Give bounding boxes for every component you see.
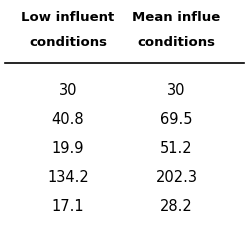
Text: conditions: conditions [137, 36, 215, 49]
Text: 30: 30 [59, 83, 77, 98]
Text: 134.2: 134.2 [47, 170, 89, 185]
Text: 202.3: 202.3 [155, 170, 197, 185]
Text: 28.2: 28.2 [160, 199, 193, 214]
Text: Mean influe: Mean influe [132, 11, 220, 24]
Text: 69.5: 69.5 [160, 112, 193, 127]
Text: 40.8: 40.8 [52, 112, 84, 127]
Text: conditions: conditions [29, 36, 107, 49]
Text: 30: 30 [167, 83, 186, 98]
Text: Low influent: Low influent [21, 11, 115, 24]
Text: 51.2: 51.2 [160, 141, 193, 156]
Text: 17.1: 17.1 [52, 199, 84, 214]
Text: 19.9: 19.9 [52, 141, 84, 156]
